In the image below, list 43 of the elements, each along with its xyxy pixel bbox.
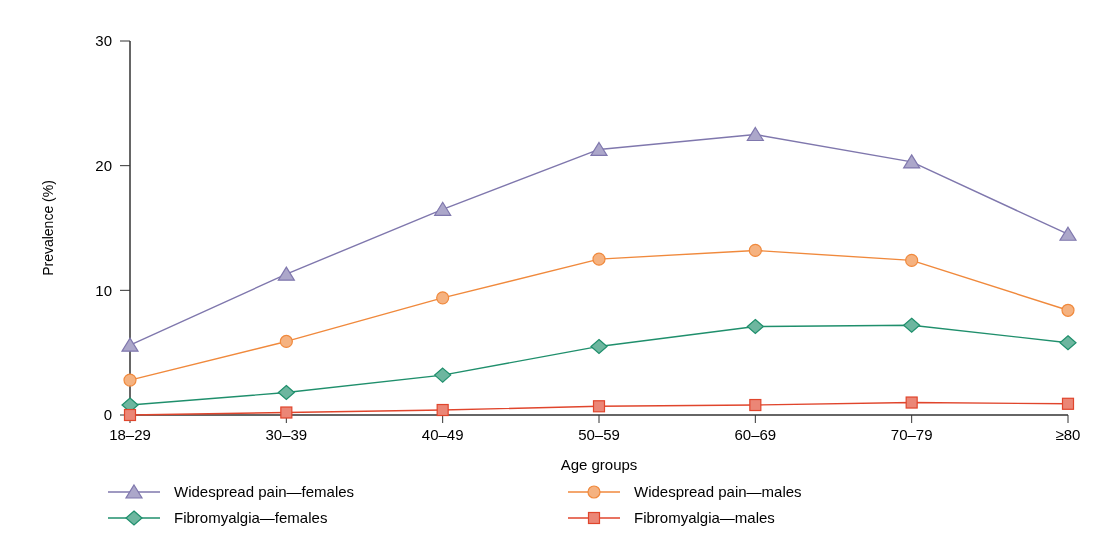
x-tick-label: 18–29 xyxy=(109,426,151,443)
point xyxy=(746,318,764,335)
point xyxy=(1061,397,1075,410)
point xyxy=(749,398,762,412)
y-tick-label: 10 xyxy=(95,281,112,299)
point xyxy=(905,253,919,268)
y-tick-label: 0 xyxy=(103,406,112,424)
point xyxy=(905,396,918,409)
x-tick-label: 70–79 xyxy=(890,426,933,443)
legend-label: Fibromyalgia—females xyxy=(174,509,328,527)
point xyxy=(746,126,764,142)
point xyxy=(903,154,921,169)
point xyxy=(434,367,452,383)
point xyxy=(279,334,293,349)
legend-label: Fibromyalgia—males xyxy=(634,509,775,527)
y-tick-label: 30 xyxy=(95,32,112,50)
x-tick-label: 30–39 xyxy=(265,426,308,443)
point xyxy=(590,141,608,157)
point xyxy=(1061,303,1075,317)
point xyxy=(436,291,450,305)
legend-label: Widespread pain—females xyxy=(174,483,355,501)
x-tick-label: ≥80 xyxy=(1055,426,1081,443)
point xyxy=(277,266,295,281)
y-axis-title: Prevalence (%) xyxy=(40,180,56,276)
point xyxy=(903,317,921,333)
point xyxy=(280,406,293,419)
legend-label: Widespread pain—males xyxy=(634,483,802,501)
point xyxy=(436,403,449,417)
point xyxy=(1059,226,1077,241)
point xyxy=(277,384,295,401)
point xyxy=(592,400,606,413)
point xyxy=(592,252,606,266)
x-tick-label: 50–59 xyxy=(578,426,620,443)
x-tick-label: 40–49 xyxy=(421,426,464,443)
point xyxy=(590,338,608,355)
point xyxy=(123,373,137,387)
point xyxy=(1059,335,1077,351)
y-tick-label: 20 xyxy=(95,156,112,174)
point xyxy=(121,337,139,352)
point xyxy=(434,201,452,216)
point xyxy=(748,243,762,258)
x-axis-title: Age groups xyxy=(560,456,638,473)
x-tick-label: 60–69 xyxy=(734,426,777,443)
